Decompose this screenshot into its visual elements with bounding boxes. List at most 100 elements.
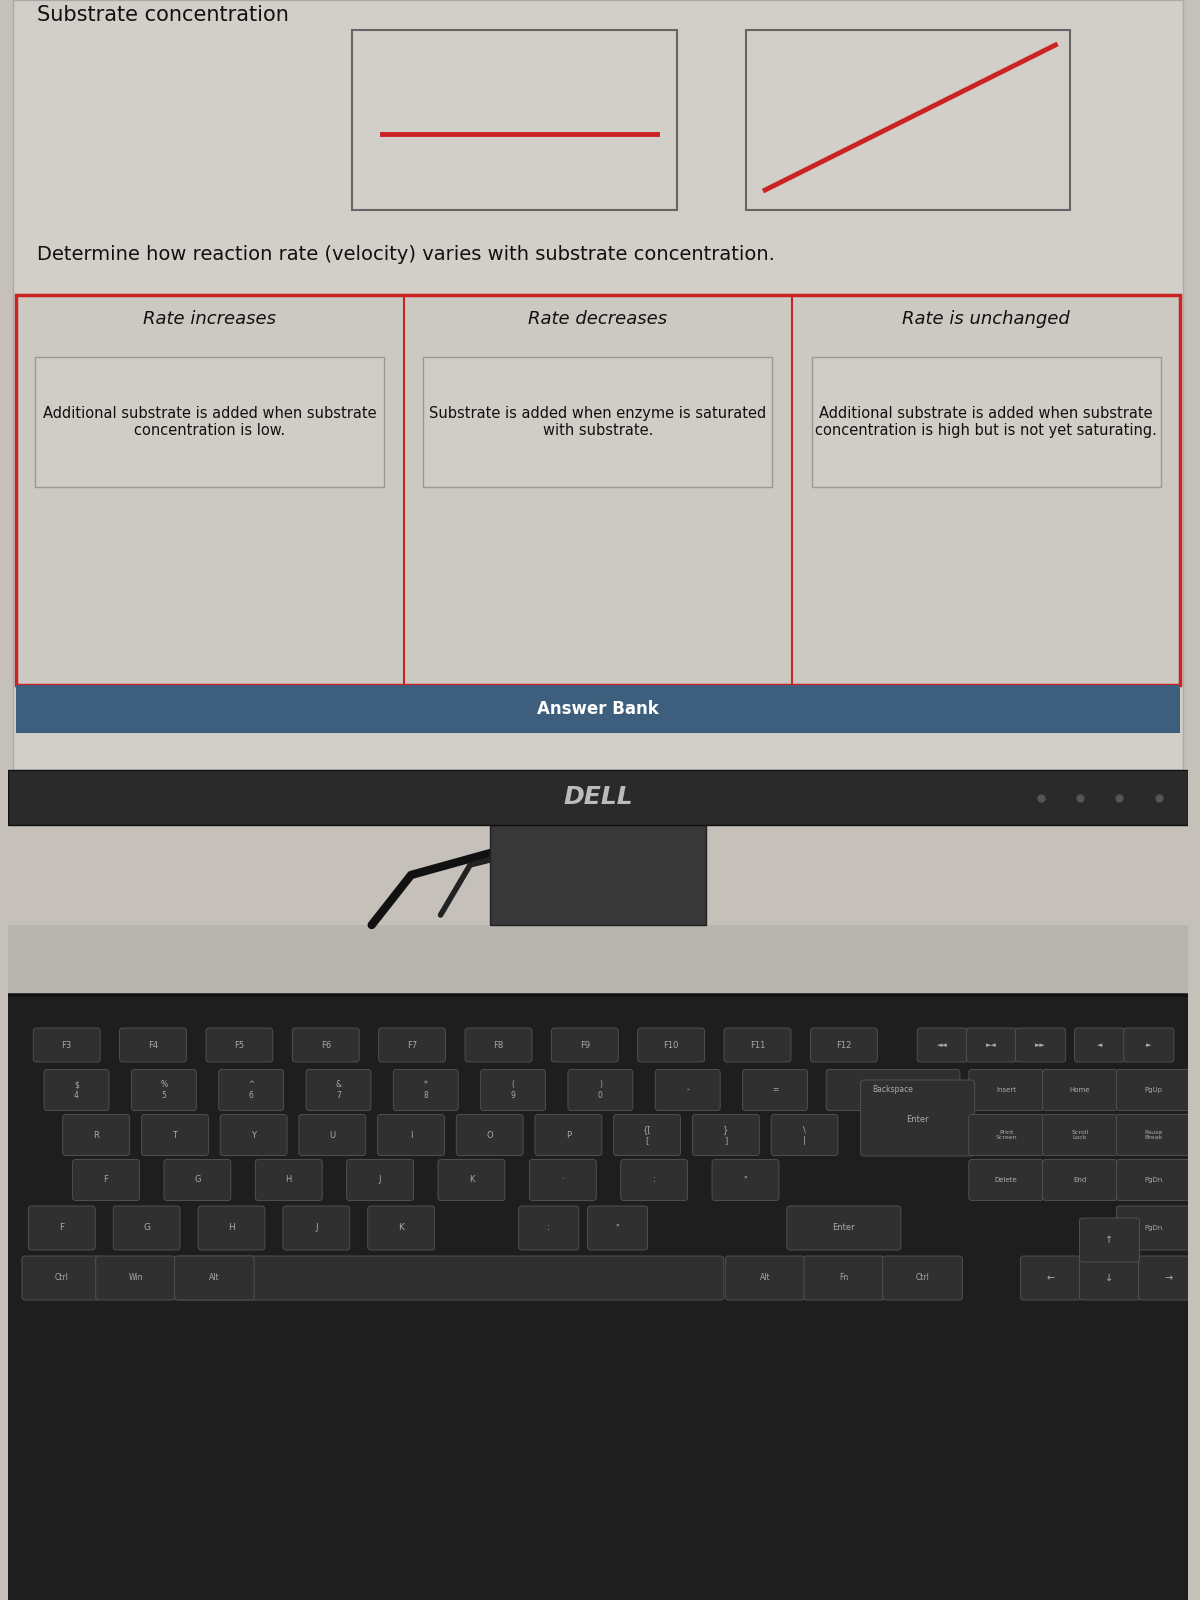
FancyBboxPatch shape: [379, 1029, 445, 1062]
FancyBboxPatch shape: [535, 1115, 602, 1155]
Text: H: H: [286, 1176, 292, 1184]
Text: ►: ►: [1146, 1042, 1152, 1048]
FancyBboxPatch shape: [164, 1160, 230, 1200]
Text: J: J: [379, 1176, 382, 1184]
FancyBboxPatch shape: [120, 1029, 186, 1062]
Text: Alt: Alt: [209, 1274, 220, 1283]
Text: F4: F4: [148, 1040, 158, 1050]
Text: ►◄: ►◄: [986, 1042, 997, 1048]
FancyBboxPatch shape: [745, 30, 1070, 210]
Text: }
]: } ]: [724, 1125, 728, 1144]
FancyBboxPatch shape: [424, 357, 773, 486]
Text: F5: F5: [234, 1040, 245, 1050]
FancyBboxPatch shape: [787, 1206, 901, 1250]
FancyBboxPatch shape: [743, 1069, 808, 1110]
Text: :: :: [653, 1176, 655, 1184]
Text: Enter: Enter: [906, 1115, 929, 1123]
Text: ↓: ↓: [1105, 1274, 1114, 1283]
Text: Rate decreases: Rate decreases: [528, 310, 667, 328]
Text: ": ": [744, 1176, 748, 1184]
Text: H: H: [228, 1224, 235, 1232]
Text: J: J: [316, 1224, 318, 1232]
Text: G: G: [143, 1224, 150, 1232]
FancyBboxPatch shape: [1043, 1115, 1117, 1155]
Text: Alt: Alt: [760, 1274, 770, 1283]
Text: ►►: ►►: [1036, 1042, 1046, 1048]
FancyBboxPatch shape: [283, 1206, 349, 1250]
FancyBboxPatch shape: [811, 357, 1160, 486]
FancyBboxPatch shape: [7, 770, 1188, 826]
Text: 10/15/2023: 10/15/2023: [1097, 800, 1148, 810]
FancyBboxPatch shape: [1139, 1256, 1199, 1299]
Text: Substrate is added when enzyme is saturated
with substrate.: Substrate is added when enzyme is satura…: [430, 406, 767, 438]
FancyBboxPatch shape: [968, 1115, 1044, 1155]
FancyBboxPatch shape: [1116, 1069, 1192, 1110]
FancyBboxPatch shape: [968, 1069, 1044, 1110]
Text: :: :: [547, 1224, 550, 1232]
FancyBboxPatch shape: [293, 1029, 359, 1062]
FancyBboxPatch shape: [16, 294, 1181, 685]
FancyBboxPatch shape: [142, 1115, 209, 1155]
Text: P: P: [566, 1131, 571, 1139]
Text: %
5: % 5: [161, 1080, 168, 1099]
FancyBboxPatch shape: [804, 1256, 883, 1299]
FancyBboxPatch shape: [256, 1160, 323, 1200]
FancyBboxPatch shape: [620, 1160, 688, 1200]
FancyBboxPatch shape: [637, 1029, 704, 1062]
Text: K: K: [469, 1176, 474, 1184]
Text: ◄◄: ◄◄: [937, 1042, 948, 1048]
FancyBboxPatch shape: [692, 1115, 760, 1155]
FancyBboxPatch shape: [724, 1029, 791, 1062]
FancyBboxPatch shape: [490, 826, 706, 925]
FancyBboxPatch shape: [725, 1256, 805, 1299]
Text: )
0: ) 0: [598, 1080, 602, 1099]
Text: Rate increases: Rate increases: [143, 310, 276, 328]
FancyBboxPatch shape: [1043, 1069, 1117, 1110]
FancyBboxPatch shape: [968, 1160, 1044, 1200]
Text: Determine how reaction rate (velocity) varies with substrate concentration.: Determine how reaction rate (velocity) v…: [37, 245, 775, 264]
Text: {[
[: {[ [: [643, 1125, 652, 1144]
Text: F: F: [59, 1224, 65, 1232]
Text: Win: Win: [128, 1274, 143, 1283]
FancyBboxPatch shape: [1080, 1218, 1140, 1262]
FancyBboxPatch shape: [1116, 1115, 1192, 1155]
FancyBboxPatch shape: [456, 1115, 523, 1155]
FancyBboxPatch shape: [1080, 1256, 1140, 1299]
Text: G: G: [194, 1176, 200, 1184]
Text: DELL: DELL: [563, 786, 632, 810]
FancyBboxPatch shape: [826, 1069, 960, 1110]
Text: Pause
Break: Pause Break: [1145, 1130, 1163, 1141]
FancyBboxPatch shape: [1074, 1029, 1124, 1062]
Text: ◄: ◄: [1097, 1042, 1103, 1048]
Text: Print
Screen: Print Screen: [995, 1130, 1018, 1141]
FancyBboxPatch shape: [1020, 1256, 1080, 1299]
FancyBboxPatch shape: [481, 1069, 546, 1110]
FancyBboxPatch shape: [62, 1115, 130, 1155]
FancyBboxPatch shape: [613, 1115, 680, 1155]
Text: Scroll
Lock: Scroll Lock: [1072, 1130, 1088, 1141]
Text: F11: F11: [750, 1040, 766, 1050]
FancyBboxPatch shape: [518, 1206, 578, 1250]
FancyBboxPatch shape: [529, 1160, 596, 1200]
FancyBboxPatch shape: [347, 1160, 414, 1200]
Text: Home: Home: [1069, 1086, 1091, 1093]
FancyBboxPatch shape: [299, 1115, 366, 1155]
FancyBboxPatch shape: [712, 1160, 779, 1200]
Text: F9: F9: [580, 1040, 590, 1050]
FancyBboxPatch shape: [16, 685, 1181, 733]
Text: &
7: & 7: [336, 1080, 342, 1099]
Text: *
8: * 8: [424, 1080, 428, 1099]
FancyBboxPatch shape: [1015, 1029, 1066, 1062]
Text: (
9: ( 9: [511, 1080, 516, 1099]
Text: -: -: [686, 1085, 689, 1094]
Text: F: F: [103, 1176, 108, 1184]
FancyBboxPatch shape: [174, 1256, 254, 1299]
Text: ": ": [616, 1224, 619, 1232]
Text: PgDn: PgDn: [1145, 1226, 1163, 1230]
Text: \
|: \ |: [803, 1125, 806, 1144]
FancyBboxPatch shape: [655, 1069, 720, 1110]
FancyBboxPatch shape: [34, 1029, 100, 1062]
Text: →: →: [1164, 1274, 1172, 1283]
FancyBboxPatch shape: [0, 995, 1200, 1600]
Text: F10: F10: [664, 1040, 679, 1050]
